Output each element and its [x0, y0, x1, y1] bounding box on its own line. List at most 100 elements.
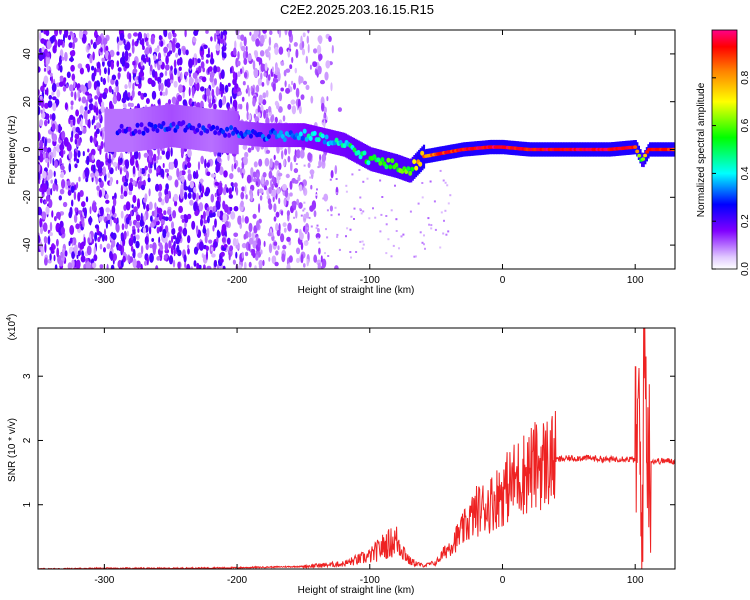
noise-blob [296, 149, 301, 159]
noise-blob [192, 72, 198, 79]
noise-blob [154, 47, 160, 53]
ridge-halo [230, 110, 233, 154]
noise-blob [305, 84, 310, 90]
noise-dot [395, 230, 398, 232]
noise-dot [421, 196, 424, 199]
noise-blob [139, 39, 144, 45]
noise-blob [116, 179, 119, 185]
noise-blob [286, 210, 290, 217]
noise-blob [88, 103, 94, 111]
ridge-halo [636, 142, 639, 157]
noise-blob [255, 84, 260, 93]
noise-blob [76, 254, 79, 259]
noise-blob [311, 200, 317, 210]
noise-blob [63, 137, 69, 147]
noise-blob [125, 159, 130, 170]
noise-blob [223, 204, 229, 213]
noise-dot [381, 196, 384, 198]
noise-blob [52, 183, 57, 192]
noise-blob [81, 33, 87, 44]
noise-blob [306, 258, 309, 267]
noise-blob [278, 46, 284, 55]
noise-blob [173, 249, 176, 257]
noise-blob [214, 78, 217, 86]
noise-dot [303, 207, 306, 210]
noise-blob [87, 118, 91, 129]
ridge-point [231, 130, 236, 136]
x-tick-label: 100 [627, 575, 644, 586]
noise-blob [49, 113, 53, 120]
noise-blob [58, 213, 61, 221]
noise-blob [89, 54, 93, 64]
ridge-point [195, 127, 200, 133]
noise-blob [92, 115, 96, 124]
noise-blob [184, 164, 188, 170]
noise-blob [307, 43, 310, 54]
noise-blob [272, 83, 276, 92]
noise-blob [173, 80, 178, 88]
noise-blob [271, 255, 277, 264]
ridge-point [139, 122, 144, 128]
noise-blob [110, 231, 114, 239]
noise-blob [150, 35, 155, 45]
noise-blob [90, 148, 96, 156]
noise-blob [228, 194, 233, 199]
noise-blob [235, 251, 238, 259]
noise-blob [318, 53, 323, 61]
noise-blob [108, 165, 111, 171]
noise-blob [111, 74, 117, 81]
ridge-point [384, 164, 389, 170]
noise-blob [93, 81, 97, 91]
noise-blob [130, 183, 134, 192]
x-tick-label: -200 [227, 275, 247, 286]
noise-blob [131, 89, 135, 99]
noise-blob [159, 72, 164, 78]
ridge-point [119, 123, 124, 129]
noise-blob [201, 76, 207, 83]
noise-blob [318, 160, 322, 168]
noise-blob [66, 180, 71, 186]
noise-blob [105, 207, 110, 213]
noise-blob [148, 226, 152, 235]
ridge-point [388, 164, 393, 170]
ridge-halo [327, 128, 330, 153]
noise-blob [295, 87, 300, 98]
noise-blob [121, 223, 125, 231]
noise-blob [206, 171, 211, 177]
noise-blob [120, 57, 124, 65]
noise-dot [358, 169, 361, 171]
noise-blob [92, 262, 97, 269]
y-tick-label: -20 [22, 190, 33, 205]
noise-blob [282, 222, 287, 228]
noise-blob [143, 200, 146, 210]
noise-blob [203, 219, 208, 224]
noise-dot [430, 227, 433, 230]
noise-blob [247, 54, 252, 62]
noise-blob [132, 60, 136, 66]
ridge-point [406, 166, 411, 172]
noise-blob [76, 259, 81, 269]
noise-blob [245, 50, 249, 59]
noise-blob [132, 230, 136, 235]
noise-blob [122, 255, 126, 263]
noise-blob [251, 248, 256, 254]
noise-blob [77, 250, 81, 257]
noise-blob [271, 114, 275, 121]
noise-blob [52, 133, 58, 142]
noise-blob [184, 71, 189, 77]
noise-blob [220, 31, 224, 40]
noise-blob [85, 177, 89, 183]
noise-blob [112, 253, 117, 262]
noise-dot [444, 181, 447, 184]
noise-blob [129, 156, 135, 166]
noise-blob [46, 52, 50, 58]
noise-blob [111, 89, 114, 95]
noise-blob [73, 151, 77, 159]
spectrogram-ylabel: Frequency (Hz) [7, 116, 18, 185]
noise-blob [151, 90, 157, 100]
noise-dot [429, 180, 432, 183]
noise-blob [254, 265, 257, 269]
noise-blob [237, 60, 241, 67]
noise-blob [156, 256, 161, 261]
noise-blob [163, 254, 168, 259]
